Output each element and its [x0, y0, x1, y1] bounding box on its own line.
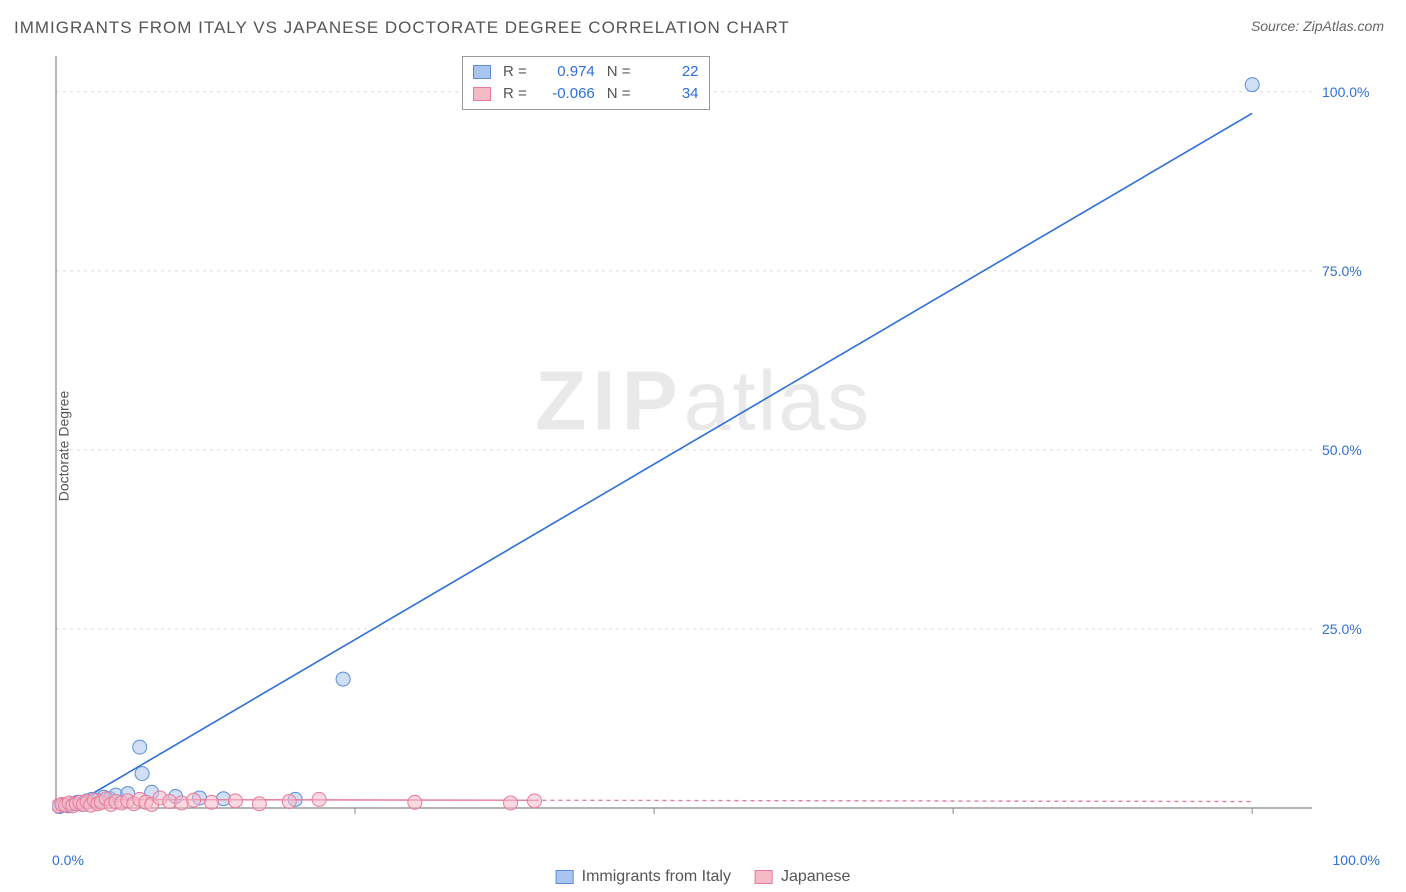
n-label: N = [607, 83, 631, 105]
svg-text:100.0%: 100.0% [1322, 84, 1369, 100]
chart-title: IMMIGRANTS FROM ITALY VS JAPANESE DOCTOR… [14, 18, 790, 38]
swatch-japanese-bottom [755, 870, 773, 884]
svg-text:25.0%: 25.0% [1322, 621, 1362, 637]
legend-label-italy: Immigrants from Italy [582, 868, 731, 886]
chart-svg: 25.0% 50.0% 75.0% 100.0% [52, 52, 1382, 842]
swatch-italy [473, 65, 491, 79]
plot-area: 25.0% 50.0% 75.0% 100.0% [52, 52, 1382, 842]
chart-container: IMMIGRANTS FROM ITALY VS JAPANESE DOCTOR… [0, 0, 1406, 892]
legend-row-japanese: R = -0.066 N = 34 [473, 83, 699, 105]
legend-label-japanese: Japanese [781, 868, 850, 886]
r-value-italy: 0.974 [539, 61, 595, 83]
legend-row-italy: R = 0.974 N = 22 [473, 61, 699, 83]
x-tick-min: 0.0% [52, 852, 84, 868]
source-attribution: Source: ZipAtlas.com [1251, 18, 1384, 34]
n-value-japanese: 34 [643, 83, 699, 105]
r-label: R = [503, 61, 527, 83]
r-value-japanese: -0.066 [539, 83, 595, 105]
n-label: N = [607, 61, 631, 83]
legend-item-japanese: Japanese [755, 868, 850, 886]
legend-series: Immigrants from Italy Japanese [556, 868, 851, 886]
source-name: ZipAtlas.com [1303, 18, 1384, 34]
legend-correlation: R = 0.974 N = 22 R = -0.066 N = 34 [462, 56, 710, 110]
x-tick-max: 100.0% [1333, 852, 1380, 868]
swatch-japanese [473, 87, 491, 101]
legend-item-italy: Immigrants from Italy [556, 868, 731, 886]
svg-text:50.0%: 50.0% [1322, 442, 1362, 458]
n-value-italy: 22 [643, 61, 699, 83]
r-label: R = [503, 83, 527, 105]
swatch-italy-bottom [556, 870, 574, 884]
source-prefix: Source: [1251, 18, 1303, 34]
svg-text:75.0%: 75.0% [1322, 263, 1362, 279]
